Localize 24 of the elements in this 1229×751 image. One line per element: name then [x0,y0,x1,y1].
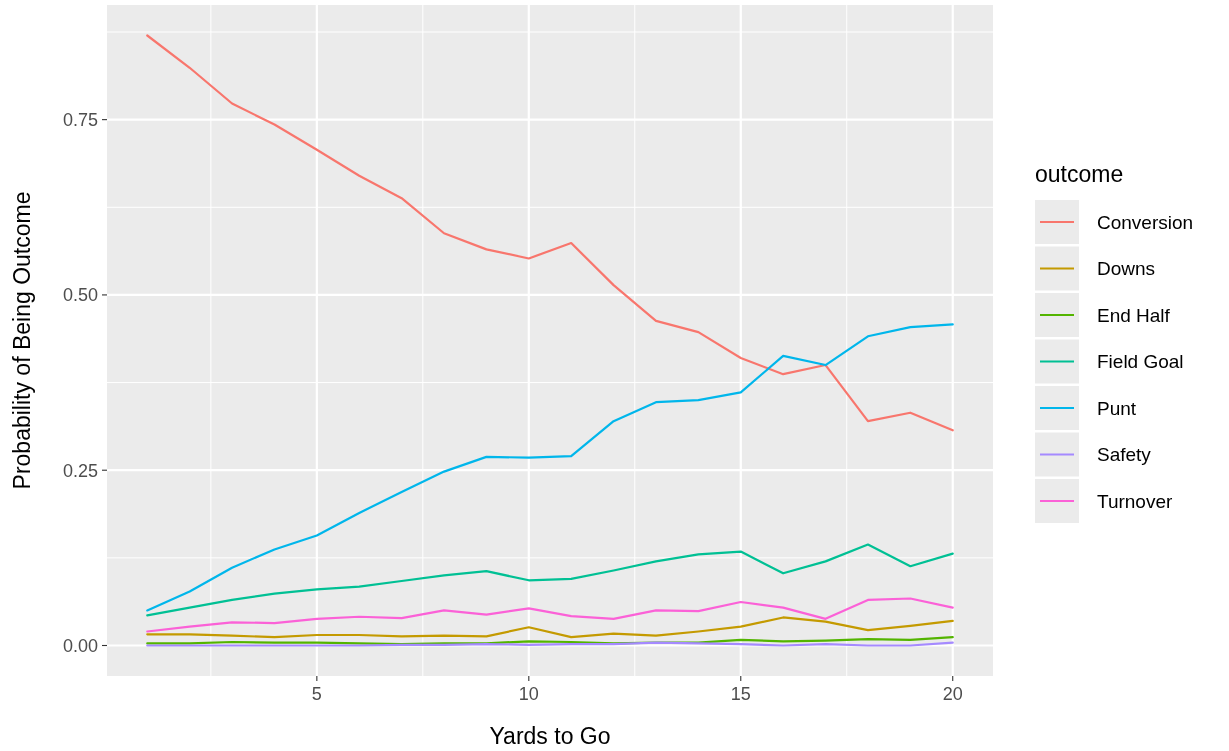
line-series [146,323,954,612]
x-tick-label: 15 [730,684,751,704]
y-tick-label: 0.75 [62,109,98,130]
legend-label: End Half [1097,304,1171,326]
y-axis-title: Probability of Being Outcome [9,191,35,490]
legend-label: Conversion [1097,211,1194,233]
legend-label: Turnover [1097,490,1173,512]
x-tick-label: 10 [518,684,539,704]
x-tick-label: 20 [942,684,963,704]
line-series [146,616,954,639]
line-series [146,597,954,633]
y-tick-label: 0.50 [62,285,98,306]
line-series [146,543,954,617]
line-series [146,34,954,432]
line-series [146,635,954,646]
legend-label: Safety [1097,444,1152,466]
y-tick-label: 0.25 [62,460,98,481]
legend-title: outcome [1035,161,1124,187]
x-axis-title: Yards to Go [489,723,611,749]
legend-label: Field Goal [1097,351,1184,373]
x-tick-label: 5 [311,684,322,704]
y-tick-label: 0.00 [62,635,98,656]
legend-label: Downs [1097,258,1156,280]
legend-label: Punt [1097,397,1137,419]
